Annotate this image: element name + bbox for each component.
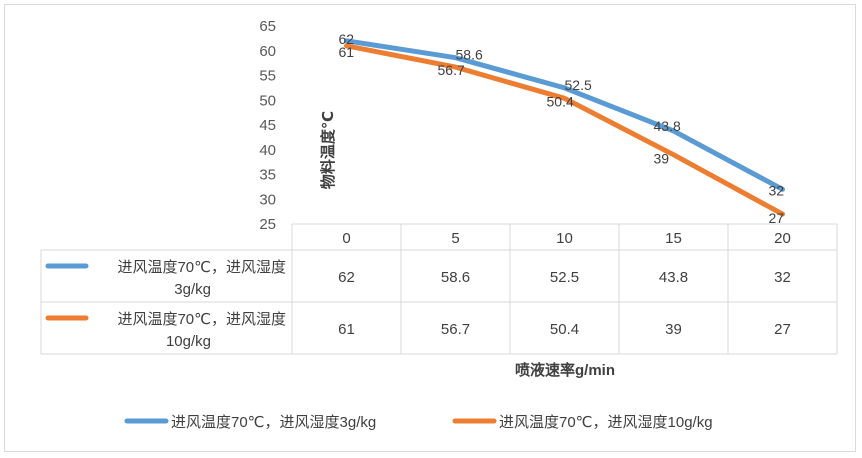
chart-frame	[4, 4, 856, 452]
series-line	[344, 38, 785, 192]
data-table: 0 5 10 15 20 进风温度70℃，进风湿度 3g/kg 62 58.6 52.5 43.8 3…	[40, 223, 838, 355]
data-label: 56.7	[438, 62, 465, 78]
x-axis-title: 喷液速率g/min	[515, 361, 615, 379]
table-cell: 56.7	[441, 321, 470, 338]
data-labels: 62 58.6 52.5 43.8 32 61 56.7 50.4 39 27	[339, 31, 785, 226]
table-cell: 61	[338, 321, 355, 338]
table-row-label: 10g/kg	[166, 333, 211, 350]
data-label: 27	[769, 210, 785, 226]
data-label: 62	[339, 31, 355, 47]
data-label: 50.4	[547, 93, 574, 109]
table-row-label: 进风温度70℃，进风湿度	[117, 259, 286, 276]
legend-label-series-1: 进风温度70℃，进风湿度3g/kg	[171, 414, 376, 431]
y-tick-label: 55	[259, 68, 276, 85]
legend: 进风温度70℃，进风湿度3g/kg 进风温度70℃，进风湿度10g/kg	[124, 414, 713, 431]
data-label: 43.8	[654, 118, 681, 134]
table-cell: 32	[774, 269, 791, 286]
y-tick-label: 65	[259, 18, 276, 35]
table-cell: 52.5	[550, 269, 579, 286]
table-cell: 39	[665, 321, 682, 338]
data-label: 39	[654, 151, 670, 167]
y-axis: 65 60 55 50 45 40 35 30 25	[259, 18, 276, 233]
table-row-label: 3g/kg	[174, 281, 211, 298]
y-tick-label: 60	[259, 43, 276, 60]
series-line	[344, 43, 785, 217]
data-label: 61	[339, 44, 355, 60]
table-cell: 62	[338, 269, 355, 286]
y-tick-label: 30	[259, 191, 276, 208]
table-row-label: 进风温度70℃，进风湿度	[117, 311, 286, 328]
y-tick-label: 50	[259, 92, 276, 109]
y-tick-label: 25	[259, 216, 276, 233]
data-label: 32	[769, 182, 785, 198]
table-cell: 27	[774, 321, 791, 338]
x-tick-label: 15	[665, 230, 682, 247]
x-tick-label: 0	[342, 230, 350, 247]
table-cell: 43.8	[659, 269, 688, 286]
x-tick-label: 5	[451, 230, 459, 247]
x-tick-label: 10	[556, 230, 573, 247]
y-tick-label: 35	[259, 167, 276, 184]
legend-label-series-2: 进风温度70℃，进风湿度10g/kg	[499, 414, 713, 431]
plot-area	[344, 38, 785, 217]
table-cell: 58.6	[441, 269, 470, 286]
x-tick-label: 20	[774, 230, 791, 247]
data-label: 58.6	[456, 47, 483, 63]
y-tick-label: 40	[259, 142, 276, 159]
table-cell: 50.4	[550, 321, 579, 338]
y-axis-title: 物料温度℃	[319, 111, 337, 189]
data-label: 52.5	[565, 77, 592, 93]
y-tick-label: 45	[259, 117, 276, 134]
